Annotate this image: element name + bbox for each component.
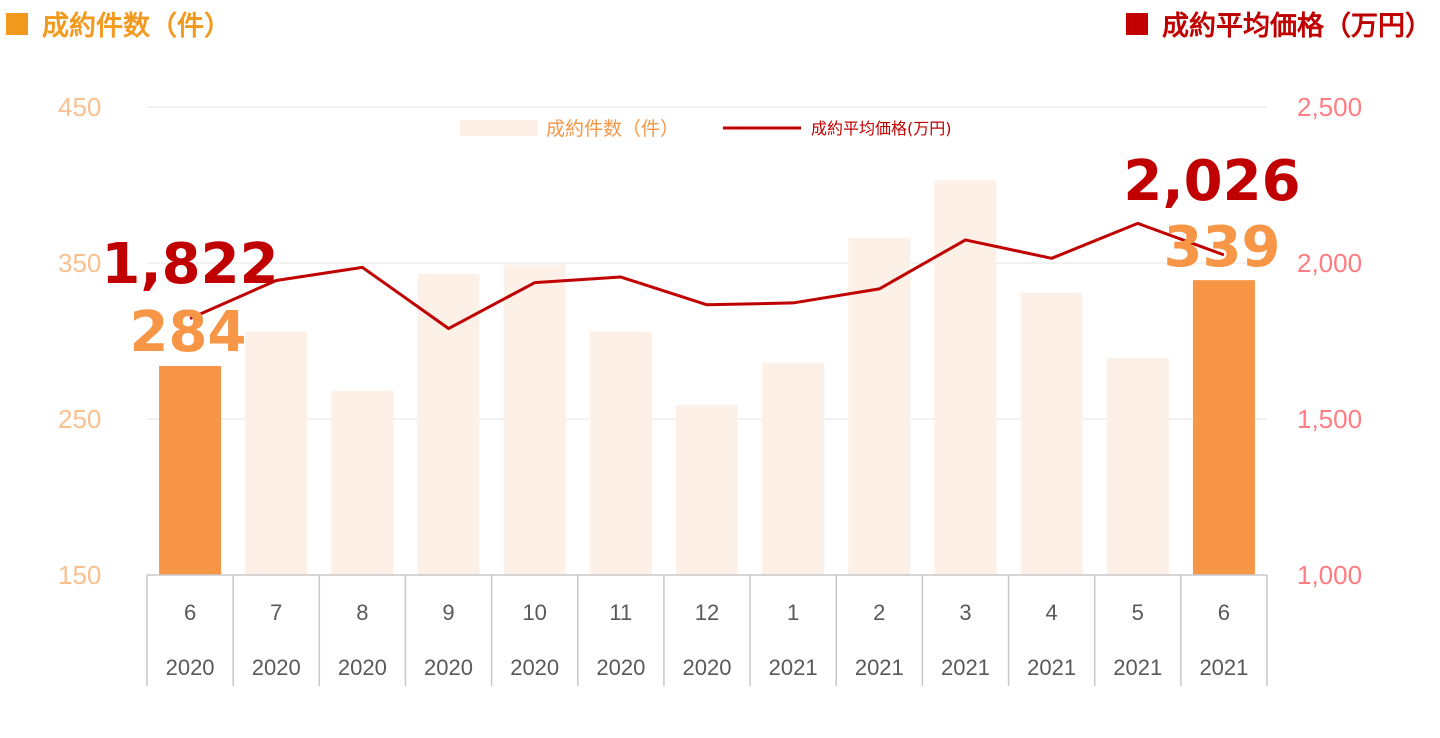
x-tick-month: 9 [442, 600, 454, 625]
bar-2020-11 [589, 331, 652, 575]
y-right-tick-label: 1,000 [1297, 560, 1362, 590]
x-tick-month: 7 [270, 600, 282, 625]
bar-2021-3 [934, 180, 997, 575]
bar-2020-12 [676, 404, 738, 575]
bar-2021-6 [1192, 280, 1255, 575]
x-tick-month: 8 [356, 600, 368, 625]
x-tick-year: 2020 [338, 655, 387, 680]
bar-2021-5 [1106, 358, 1169, 575]
x-tick-year: 2020 [424, 655, 473, 680]
last-count-label: 339 [1164, 215, 1281, 280]
y-left-tick-label: 350 [58, 248, 101, 278]
first-count-label: 284 [130, 300, 247, 365]
x-tick-month: 10 [522, 600, 546, 625]
x-tick-year: 2021 [941, 655, 990, 680]
y-right-tick-label: 2,000 [1297, 248, 1362, 278]
x-tick-month: 1 [787, 600, 799, 625]
x-tick-year: 2020 [166, 655, 215, 680]
legend-bar-label: 成約件数（件） [546, 118, 679, 140]
bar-2021-1 [762, 362, 825, 575]
x-tick-month: 4 [1045, 600, 1057, 625]
right-axis-header: 成約平均価格（万円） [1126, 4, 1432, 43]
left-axis-header-label: 成約件数（件） [42, 11, 231, 42]
x-tick-year: 2020 [252, 655, 301, 680]
legend-line-label: 成約平均価格(万円) [811, 119, 952, 138]
x-tick-month: 6 [184, 600, 196, 625]
y-left-tick-label: 450 [58, 92, 101, 122]
left-axis-header: 成約件数（件） [6, 4, 231, 43]
bar-2020-9 [417, 273, 480, 575]
right-axis-header-label: 成約平均価格（万円） [1162, 11, 1432, 42]
x-tick-year: 2021 [855, 655, 904, 680]
y-left-tick-label: 250 [58, 404, 101, 434]
x-tick-year: 2021 [1027, 655, 1076, 680]
bar-2021-4 [1020, 292, 1083, 575]
x-tick-month: 5 [1132, 600, 1144, 625]
last-price-label: 2,026 [1123, 149, 1300, 214]
y-right-tick-label: 2,500 [1297, 92, 1362, 122]
legend-bar-swatch [460, 120, 538, 136]
x-tick-month: 2 [873, 600, 885, 625]
x-tick-month: 11 [609, 600, 632, 625]
first-price-label: 1,822 [101, 232, 278, 297]
bar-2020-7 [245, 331, 308, 575]
x-tick-year: 2021 [1113, 655, 1162, 680]
x-tick-month: 3 [959, 600, 971, 625]
bar-2020-10 [503, 264, 566, 575]
bar-2020-8 [331, 390, 394, 575]
x-tick-month: 6 [1218, 600, 1230, 625]
x-tick-month: 12 [695, 600, 719, 625]
x-tick-year: 2021 [769, 655, 818, 680]
bar-2020-6 [159, 365, 222, 575]
x-tick-year: 2020 [683, 655, 732, 680]
x-tick-year: 2020 [510, 655, 559, 680]
bar-2021-2 [848, 238, 911, 576]
red-square-icon [1126, 12, 1148, 35]
orange-square-icon [6, 12, 28, 35]
x-tick-year: 2021 [1199, 655, 1248, 680]
y-right-tick-label: 1,500 [1297, 404, 1362, 434]
y-left-tick-label: 150 [58, 560, 101, 590]
x-tick-year: 2020 [596, 655, 645, 680]
